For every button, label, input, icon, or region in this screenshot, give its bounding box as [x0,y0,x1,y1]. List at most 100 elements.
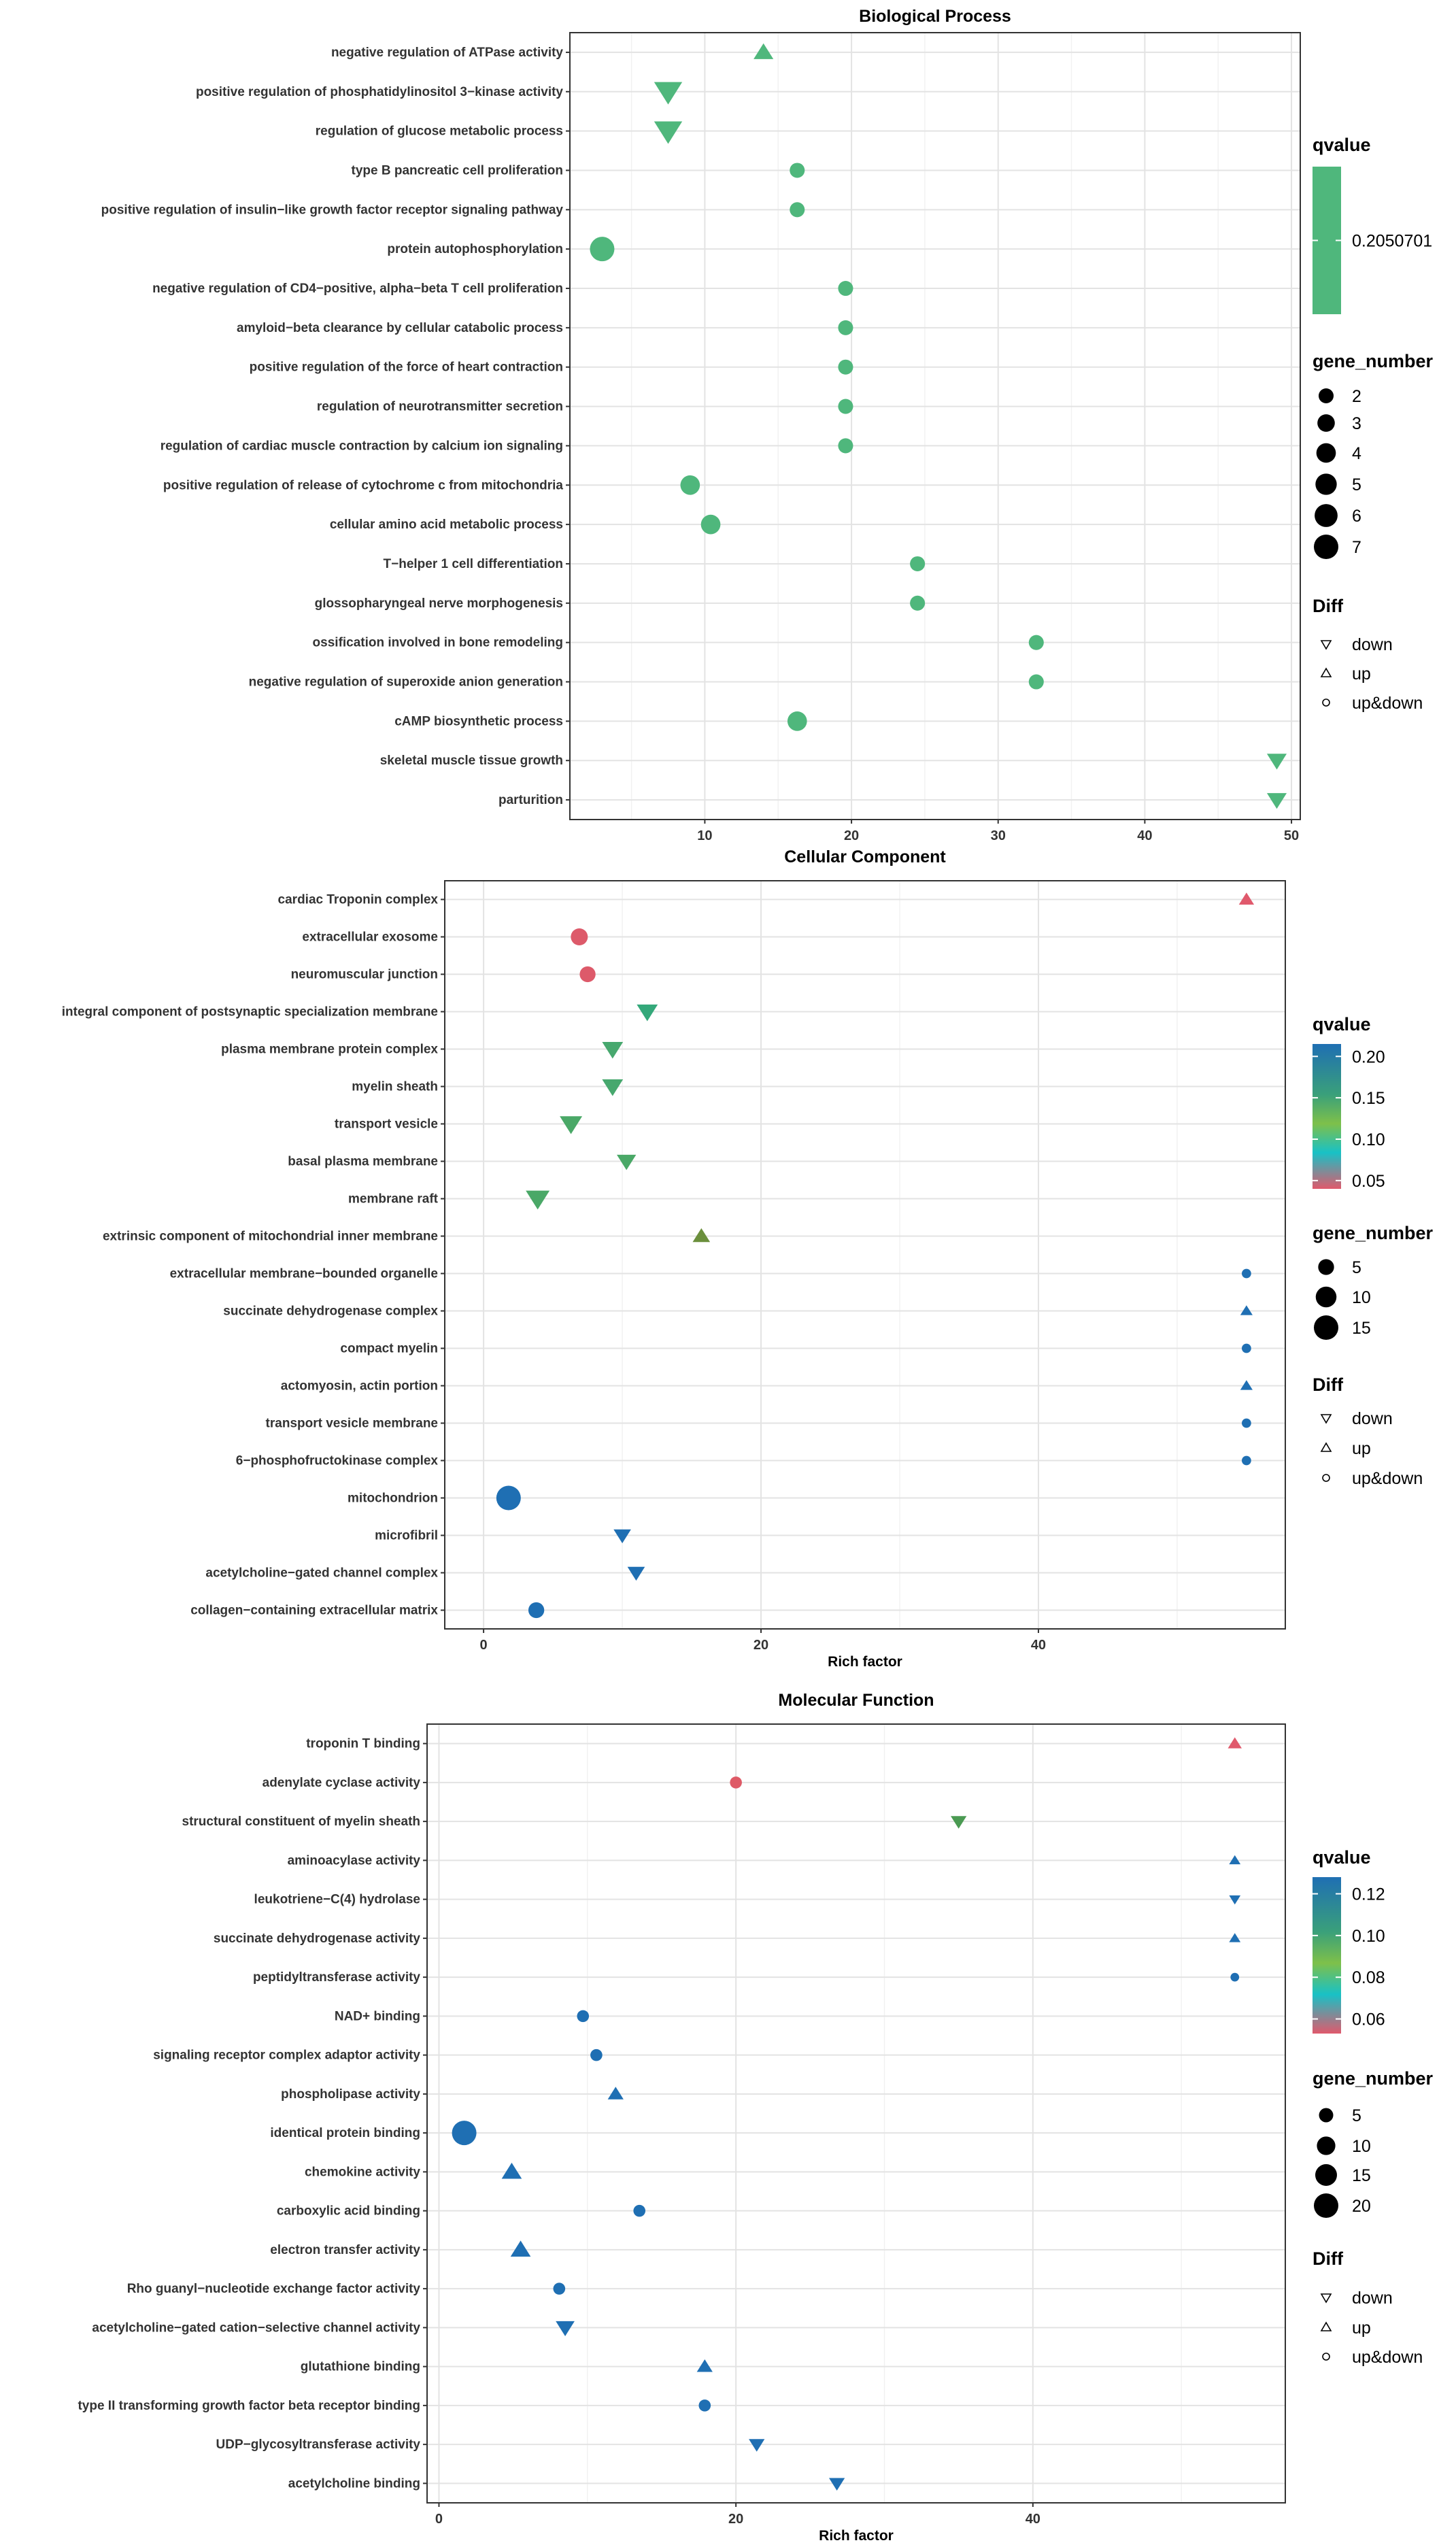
size-legend-label: 20 [1352,2197,1371,2216]
category-label: mitochondrion [348,1491,438,1506]
data-point [556,2321,575,2336]
chart-title: Molecular Function [778,1691,934,1710]
category-label: acetylcholine−gated channel complex [205,1566,438,1581]
qvalue-legend-label: 0.15 [1352,1089,1385,1108]
diff-legend-symbol [1322,1474,1330,1482]
size-legend-label: 10 [1352,2137,1371,2156]
data-point [1242,1455,1251,1466]
data-point [754,43,774,59]
qvalue-legend-label: 0.06 [1352,2010,1385,2029]
size-legend-label: 5 [1352,1258,1361,1277]
diff-legend-symbol [1322,698,1330,707]
x-axis-label: Rich factor [819,2528,894,2544]
category-label: actomyosin, actin portion [281,1379,438,1394]
diff-legend-label: up&down [1352,694,1423,713]
chart-panel-1: Biological Process negative regulation of… [101,7,1434,843]
category-label: 6−phosphofructokinase complex [236,1454,439,1468]
diff-legend-label: up&down [1352,2348,1423,2367]
data-point [1242,1268,1251,1279]
data-point [1229,1855,1241,1865]
data-point [654,121,683,144]
diff-legend-symbol [1322,2353,1330,2361]
data-point [790,202,805,218]
category-label: microfibril [375,1529,438,1543]
x-tick-label: 30 [991,828,1006,843]
diff-legend-label: up [1352,2319,1371,2338]
size-legend-dot [1315,2164,1337,2186]
size-legend-dot [1318,1259,1334,1275]
qvalue-legend-title: qvalue [1313,1014,1371,1034]
category-label: carboxylic acid binding [277,2204,420,2219]
data-point [602,1079,624,1096]
category-label: neuromuscular junction [291,968,438,982]
category-label: identical protein binding [270,2126,420,2140]
data-point [838,359,853,375]
category-label: transport vesicle membrane [266,1417,438,1431]
category-label: succinate dehydrogenase complex [223,1304,438,1319]
size-legend-label: 15 [1352,2166,1371,2185]
data-point [501,2162,522,2179]
category-label: T−helper 1 cell differentiation [384,557,563,571]
qvalue-legend-label: 0.10 [1352,1927,1385,1946]
category-label: basal plasma membrane [288,1155,438,1169]
category-label: negative regulation of ATPase activity [331,46,563,60]
category-label: extrinsic component of mitochondrial inn… [103,1230,438,1244]
data-point [698,2399,711,2412]
size-legend-label: 15 [1352,1319,1371,1338]
size-legend-label: 4 [1352,444,1361,463]
x-tick-label: 10 [697,828,712,843]
x-tick-label: 40 [1026,2512,1040,2527]
x-tick-label: 0 [435,2512,443,2527]
data-point [1229,1895,1241,1905]
diff-legend-label: down [1352,635,1393,654]
category-label: cardiac Troponin complex [278,893,439,907]
size-legend-dot [1314,1315,1338,1340]
size-legend-dot [1319,2108,1334,2123]
data-point [700,514,721,535]
data-point [571,928,588,945]
chart-panel-3: Molecular Function troponin T binding aden… [78,1691,1433,2544]
data-point [528,1602,545,1619]
chart-title: Biological Process [859,7,1011,26]
category-label: leukotriene−C(4) hydrolase [254,1893,420,1907]
diff-legend-symbol [1320,1442,1332,1452]
data-point [637,1005,658,1022]
diff-legend-label: up&down [1352,1469,1423,1488]
data-point [510,2240,531,2257]
category-label: extracellular membrane−bounded organelle [170,1267,438,1281]
data-point [452,2121,477,2146]
size-legend-dot [1315,1286,1337,1308]
category-label: extracellular exosome [302,930,438,945]
category-label: skeletal muscle tissue growth [380,754,563,768]
data-point [607,2087,624,2100]
data-point [730,1776,742,1789]
data-point [838,399,853,414]
data-point [1228,1737,1242,1749]
qvalue-legend-label: 0.12 [1352,1885,1385,1904]
data-point [951,1816,967,1829]
plot-area [445,881,1285,1629]
category-label: adenylate cyclase activity [263,1776,421,1790]
category-label: UDP−glycosyltransferase activity [216,2438,421,2452]
category-label: myelin sheath [352,1080,438,1094]
size-legend-label: 5 [1352,475,1361,494]
qvalue-colorbar [1313,1877,1341,2034]
category-label: positive regulation of insulin−like grow… [101,203,564,217]
data-point [496,1485,521,1511]
category-label: regulation of cardiac muscle contraction… [160,439,563,453]
qvalue-legend-label: 0.08 [1352,1968,1385,1987]
data-point [577,2010,590,2023]
data-point [1242,1343,1251,1353]
category-label: collagen−containing extracellular matrix [190,1604,438,1618]
plot-border [426,1723,1286,2504]
category-label: negative regulation of CD4−positive, alp… [152,282,563,296]
diff-legend-label: up [1352,664,1371,684]
diff-legend-label: down [1352,2289,1393,2308]
plot-area [427,1724,1285,2503]
size-legend-label: 7 [1352,538,1361,557]
qvalue-legend-label: 0.20 [1352,1047,1385,1066]
chart-panel-2: Cellular Component cardiac Troponin compl… [62,847,1434,1670]
data-point [910,595,926,611]
plot-area [570,33,1300,820]
data-point [1266,754,1287,770]
